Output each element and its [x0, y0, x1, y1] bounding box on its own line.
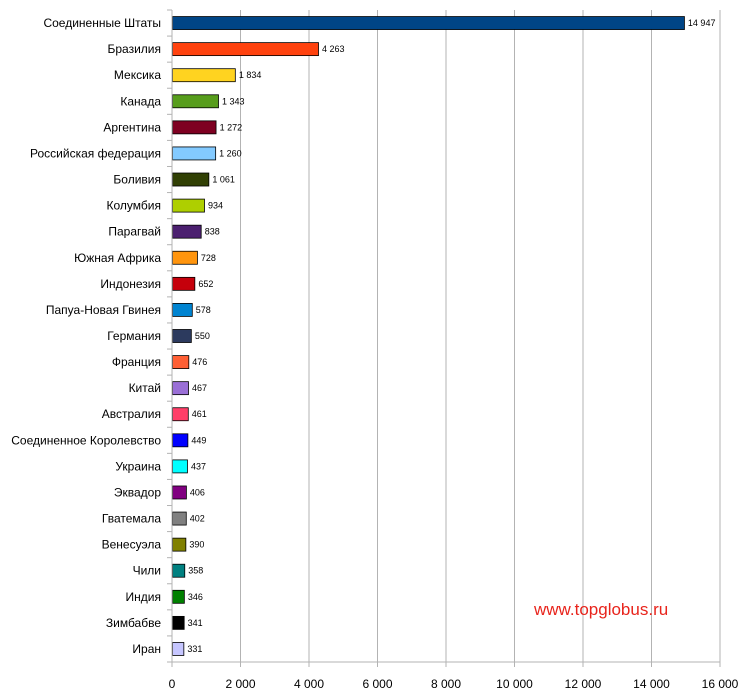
- category-label: Парагвай: [108, 225, 161, 239]
- value-label: 652: [198, 279, 213, 289]
- category-label: Мексика: [114, 68, 161, 82]
- category-label: Эквадор: [114, 485, 161, 499]
- bar: [172, 589, 185, 604]
- value-label: 406: [190, 487, 205, 497]
- category-label: Соединенное Королевство: [11, 433, 161, 447]
- category-label: Австралия: [102, 407, 161, 421]
- value-label: 437: [191, 461, 206, 471]
- value-label: 1 343: [222, 96, 245, 106]
- value-label: 341: [188, 618, 203, 628]
- value-label: 346: [188, 592, 203, 602]
- x-tick-label: 0: [169, 677, 176, 691]
- value-label: 476: [192, 357, 207, 367]
- category-label: Канада: [120, 94, 161, 108]
- category-label: Российская федерация: [30, 146, 161, 160]
- bar: [172, 407, 189, 422]
- category-label: Иран: [132, 642, 161, 656]
- bar: [172, 42, 319, 57]
- bar: [172, 615, 185, 630]
- x-tick-label: 16 000: [702, 677, 739, 691]
- value-label: 402: [190, 514, 205, 524]
- value-label: 358: [188, 566, 203, 576]
- grid-lines: [240, 10, 721, 662]
- bar: [172, 303, 193, 317]
- value-label: 4 263: [322, 44, 345, 54]
- category-label: Папуа-Новая Гвинея: [46, 303, 161, 317]
- x-tick-label: 2 000: [225, 677, 255, 691]
- labels-group: 0 2 000 4 000 6 000 8 000 10 000 12 000 14 000 1…: [11, 16, 738, 691]
- bar: [172, 276, 196, 291]
- bar: [172, 68, 236, 83]
- x-tick-label: 6 000: [362, 677, 392, 691]
- bar: [172, 537, 187, 552]
- value-label: 838: [205, 227, 220, 237]
- x-tick-label: 4 000: [294, 677, 324, 691]
- x-tick-label: 12 000: [565, 677, 602, 691]
- bar: [172, 433, 189, 448]
- value-label: 449: [191, 435, 206, 445]
- bar: [172, 94, 219, 109]
- bar: [172, 224, 202, 239]
- value-label: 14 947: [688, 18, 716, 28]
- value-label: 728: [201, 253, 216, 263]
- value-label: 934: [208, 201, 223, 211]
- category-label: Южная Африка: [74, 251, 161, 265]
- category-label: Венесуэла: [102, 538, 162, 552]
- category-label: Зимбабве: [106, 616, 161, 630]
- category-label: Чили: [133, 564, 161, 578]
- bar: [172, 16, 685, 30]
- category-label: Боливия: [113, 173, 161, 187]
- category-label: Германия: [107, 329, 161, 343]
- bar: [172, 198, 205, 213]
- axes-group: [167, 9, 721, 667]
- value-label: 331: [187, 644, 202, 654]
- value-label: 467: [192, 383, 207, 393]
- category-label: Соединенные Штаты: [43, 16, 161, 30]
- value-label: 550: [195, 331, 210, 341]
- bar: [172, 459, 188, 474]
- category-label: Аргентина: [103, 120, 161, 134]
- category-label: Бразилия: [108, 42, 162, 56]
- value-label: 1 260: [219, 148, 242, 158]
- value-label: 461: [192, 409, 207, 419]
- value-label: 578: [196, 305, 211, 315]
- value-label: 1 834: [239, 70, 262, 80]
- bar: [172, 120, 217, 135]
- bar: [172, 511, 187, 526]
- value-label: 1 061: [212, 175, 235, 185]
- category-label: Франция: [112, 355, 161, 369]
- category-label: Индонезия: [100, 277, 161, 291]
- bar: [172, 381, 189, 396]
- bars-group: [172, 16, 685, 656]
- x-tick-label: 14 000: [633, 677, 670, 691]
- category-label: Гватемала: [102, 512, 161, 526]
- bar: [172, 146, 217, 161]
- x-tick-label: 8 000: [431, 677, 461, 691]
- bar: [172, 355, 190, 369]
- bar: [172, 642, 185, 656]
- x-tick-label: 10 000: [496, 677, 533, 691]
- category-label: Индия: [126, 590, 161, 604]
- category-label: Китай: [129, 381, 161, 395]
- bar: [172, 172, 210, 187]
- watermark-text: www.topglobus.ru: [534, 600, 669, 619]
- category-label: Украина: [115, 459, 161, 473]
- bar: [172, 250, 198, 265]
- value-label: 390: [189, 540, 204, 550]
- bar: [172, 563, 186, 578]
- bar: [172, 485, 187, 500]
- bar: [172, 329, 192, 343]
- category-label: Колумбия: [107, 199, 161, 213]
- value-label: 1 272: [220, 122, 243, 132]
